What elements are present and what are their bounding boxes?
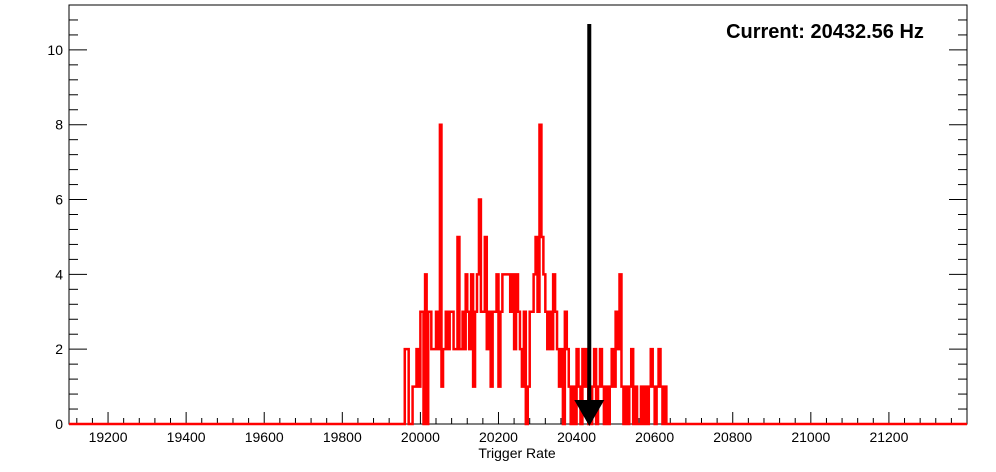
y-tick-label: 8 [55, 117, 63, 133]
axis-frame [68, 4, 968, 425]
arrow-head [574, 400, 605, 426]
y-tick-label: 4 [55, 266, 63, 282]
x-tick-label: 19400 [167, 429, 206, 445]
x-tick-label: 20600 [635, 429, 674, 445]
current-rate-label: Current: 20432.56 Hz [726, 21, 924, 43]
x-tick-label: 19800 [323, 429, 362, 445]
x-tick-label: 19200 [89, 429, 128, 445]
y-tick-label: 10 [47, 42, 63, 58]
x-axis: 19200 19400 19600 19800 20000 20200 20400 20600… [76, 412, 952, 445]
histogram-series [69, 123, 967, 426]
histogram-line [69, 123, 967, 426]
x-tick-label: 19600 [245, 429, 284, 445]
x-tick-label: 20800 [713, 429, 752, 445]
y-axis: 0 2 4 6 8 10 [47, 19, 967, 432]
x-tick-label: 20200 [479, 429, 518, 445]
plot-frame [68, 4, 968, 425]
y-tick-label: 0 [55, 416, 63, 432]
x-axis-title: Trigger Rate [478, 445, 556, 461]
x-tick-label: 20400 [557, 429, 596, 445]
y-tick-label: 6 [55, 192, 63, 208]
x-tick-label: 20000 [401, 429, 440, 445]
y-tick-label: 2 [55, 341, 63, 357]
x-tick-label: 21200 [869, 429, 908, 445]
x-tick-label: 21000 [791, 429, 830, 445]
current-value-arrow [574, 24, 605, 426]
